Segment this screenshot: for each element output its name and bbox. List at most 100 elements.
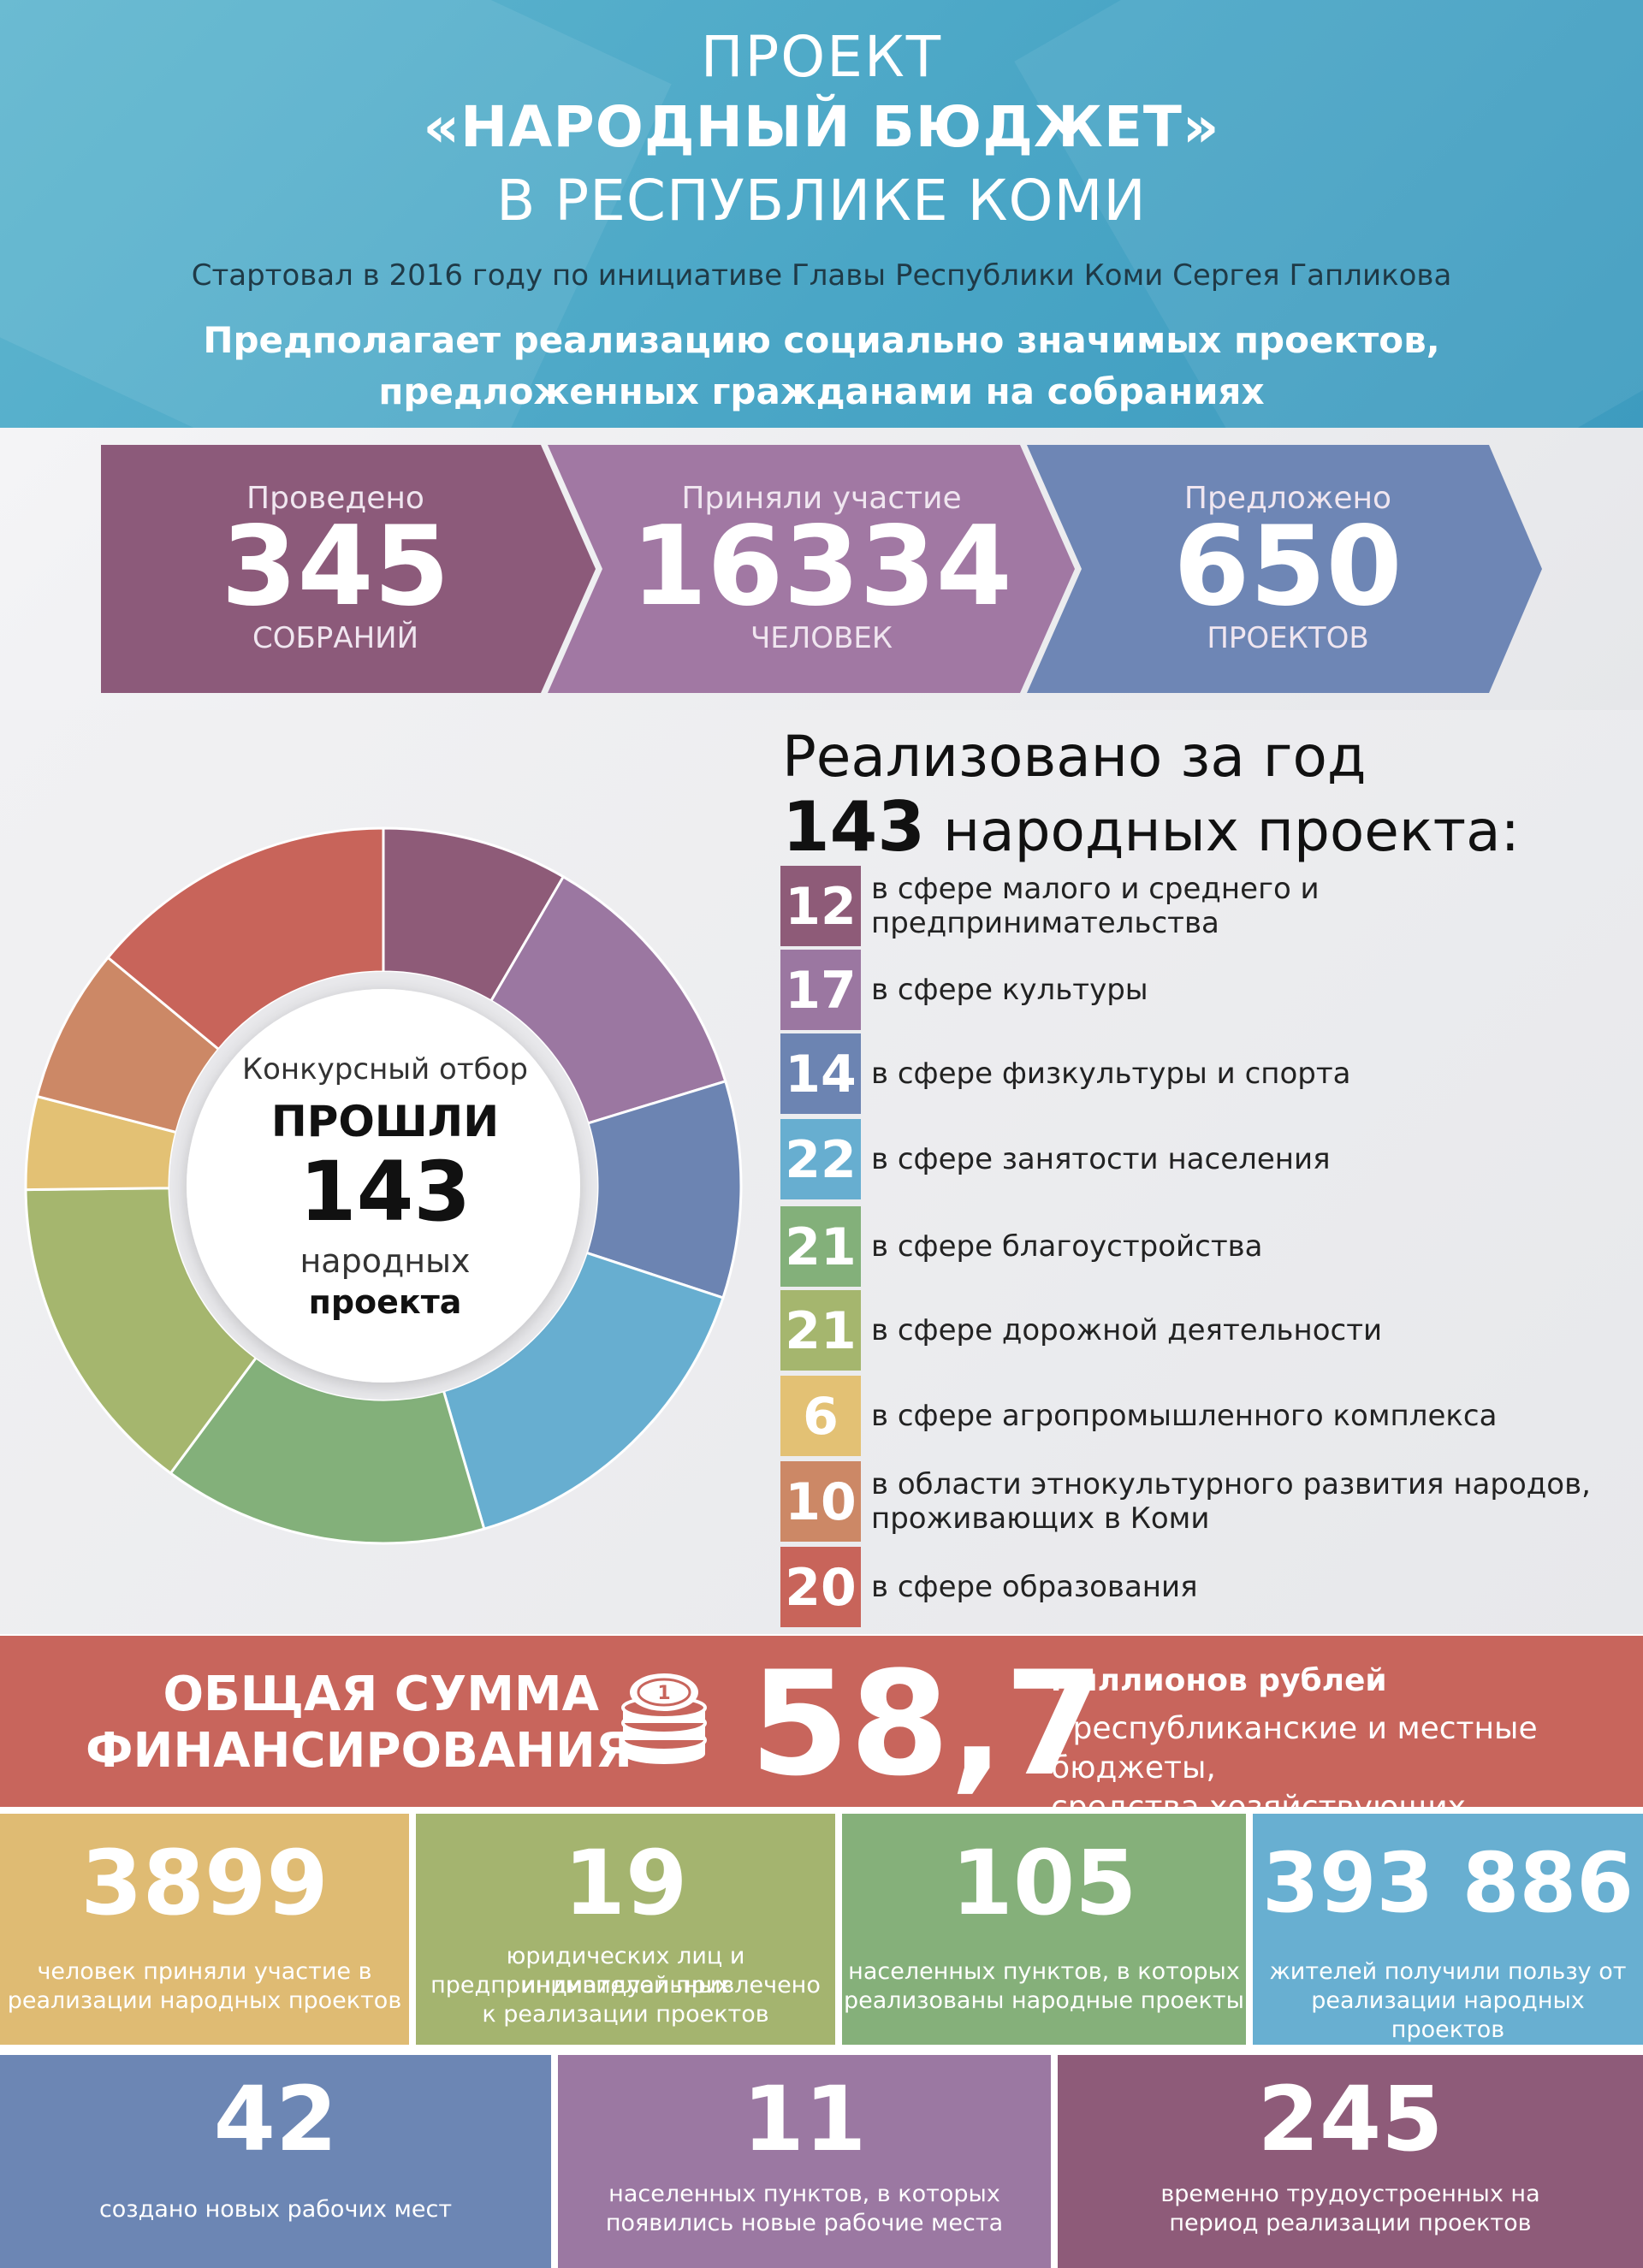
metric-desc-line-2: период реализации проектов [1169, 2210, 1532, 2236]
category-count: 10 [780, 1461, 861, 1542]
category-row: 21 в сфере дорожной деятельности [780, 1290, 1636, 1372]
category-row: 6 в сфере агропромышленного комплекса [780, 1376, 1636, 1458]
metric-tile-job-settlements: 11 населенных пунктов, в которых появили… [558, 2055, 1051, 2268]
metric-desc-line-2: реализации народных проектов [7, 1987, 402, 2014]
stat-label: Проведено [246, 481, 424, 516]
category-row: 22 в сфере занятости населения [780, 1119, 1636, 1201]
stat-participants: Приняли участие 16334 ЧЕЛОВЕК [599, 428, 1044, 710]
category-row: 14 в сфере физкультуры и спорта [780, 1033, 1636, 1116]
category-count: 17 [780, 950, 861, 1030]
category-label: в сфере благоустройства [871, 1229, 1263, 1264]
stat-unit: ПРОЕКТОВ [1207, 621, 1369, 655]
header-banner: ПРОЕКТ «НАРОДНЫЙ БЮДЖЕТ» В РЕСПУБЛИКЕ КО… [0, 0, 1643, 428]
title-line-3: В РЕСПУБЛИКЕ КОМИ [496, 168, 1147, 234]
funding-label-line-2: ФИНАНСИРОВАНИЯ [86, 1723, 632, 1779]
category-count: 21 [780, 1290, 861, 1371]
donut-chart [24, 826, 743, 1545]
metric-desc-line-1: создано новых рабочих мест [98, 2196, 453, 2223]
svg-text:1: 1 [657, 1683, 670, 1704]
metric-desc-line-2: появились новые рабочие места [605, 2210, 1004, 2236]
stat-arrow-participants [548, 445, 1075, 693]
realized-suffix: народных проекта: [942, 798, 1520, 864]
metric-desc-line-2: предпринимателей привлечено [430, 1972, 821, 1999]
stats-arrows [101, 445, 1542, 693]
start-info: Стартовал в 2016 году по инициативе Глав… [191, 258, 1452, 293]
category-label: в сфере малого и среднего и предпринимат… [871, 872, 1320, 940]
stat-unit: ЧЕЛОВЕК [750, 621, 893, 655]
category-label: в сфере физкультуры и спорта [871, 1057, 1351, 1091]
realized-number: 143 [782, 787, 925, 867]
purpose-line-1: Предполагает реализацию социально значим… [203, 319, 1440, 361]
metric-value: 42 [213, 2067, 338, 2171]
metric-tile-residents: 393 886 жителей получили пользу от реали… [1253, 1814, 1643, 2045]
stats-band: Проведено 345 СОБРАНИЙ Приняли участие 1… [0, 428, 1643, 710]
metric-tile-temporary-employed: 245 временно трудоустроенных на период р… [1058, 2055, 1643, 2268]
realized-title: Реализовано за год [782, 724, 1367, 790]
funding-unit: миллионов рублей [1051, 1663, 1387, 1698]
funding-label-line-1: ОБЩАЯ СУММА [163, 1667, 599, 1722]
category-count: 22 [780, 1119, 861, 1199]
realized-section: Конкурсный отбор ПРОШЛИ 143 народных про… [0, 710, 1643, 1634]
category-label: в сфере образования [871, 1570, 1198, 1604]
category-row: 21 в сфере благоустройства [780, 1206, 1636, 1288]
category-count: 6 [780, 1376, 861, 1456]
metric-value: 11 [742, 2067, 867, 2171]
category-label: в сфере занятости населения [871, 1142, 1331, 1176]
stat-projects: Предложено 650 ПРОЕКТОВ [1061, 428, 1515, 710]
category-label: в сфере агропромышленного комплекса [871, 1399, 1498, 1433]
metric-desc-line-1: юридических лиц и индивидуальных [506, 1943, 745, 1999]
category-label: в сфере культуры [871, 973, 1148, 1007]
metric-tile-participants: 3899 человек приняли участие в реализаци… [0, 1814, 409, 2045]
title-line-2: «НАРОДНЫЙ БЮДЖЕТ» [423, 94, 1220, 160]
realized-subtitle: 143 народных проекта: [782, 787, 1520, 867]
funding-label: ОБЩАЯ СУММА ФИНАНСИРОВАНИЯ [86, 1667, 632, 1779]
purpose-text: Предполагает реализацию социально значим… [0, 315, 1643, 417]
stat-label: Предложено [1183, 481, 1392, 516]
stat-value: 16334 [631, 503, 1012, 631]
center-total: 143 [299, 1144, 472, 1240]
title-line-1: ПРОЕКТ [700, 24, 943, 90]
coins-icon: 1 [621, 1673, 707, 1764]
category-count: 14 [780, 1033, 861, 1114]
purpose-line-2: предложенных гражданами на собраниях [378, 370, 1265, 412]
metric-desc-line-2: реализованы народные проекты [844, 1987, 1244, 2014]
category-row: 17 в сфере культуры [780, 950, 1636, 1032]
metric-desc-line-3: к реализации проектов [482, 2001, 769, 2028]
metric-tile-new-jobs: 42 создано новых рабочих мест [0, 2055, 551, 2268]
stat-unit: СОБРАНИЙ [252, 621, 419, 655]
metric-tile-legal-entities: 19 юридических лиц и индивидуальных пред… [416, 1814, 835, 2045]
category-count: 21 [780, 1206, 861, 1287]
metric-desc-line-2: реализации народных проектов [1311, 1987, 1585, 2043]
category-count: 20 [780, 1547, 861, 1627]
metric-desc-line-1: населенных пунктов, в которых [848, 1958, 1240, 1985]
metric-tile-settlements: 105 населенных пунктов, в которых реализ… [842, 1814, 1246, 2045]
center-caption: Конкурсный отбор [241, 1052, 529, 1087]
metric-value: 245 [1257, 2067, 1444, 2171]
category-label: в сфере дорожной деятельности [871, 1313, 1383, 1347]
funding-value: 58,7 [750, 1640, 1105, 1808]
stat-arrow-projects [1027, 445, 1542, 693]
funding-note-line-1: ( республиканские и местные бюджеты, [1051, 1711, 1538, 1785]
stat-value: 650 [1173, 503, 1403, 631]
stat-value: 345 [221, 503, 450, 631]
category-row: 10 в области этнокультурного развития на… [780, 1461, 1636, 1543]
donut-center-disc [187, 989, 580, 1383]
center-folk: народных [300, 1242, 471, 1280]
metric-value: 105 [951, 1831, 1137, 1935]
category-label: в области этнокультурного развития народ… [871, 1467, 1591, 1536]
stat-label: Приняли участие [681, 481, 962, 516]
category-row: 20 в сфере образования [780, 1547, 1636, 1629]
metric-value: 3899 [80, 1831, 329, 1935]
metric-desc-line-1: населенных пунктов, в которых [608, 2181, 1000, 2207]
stat-meetings: Проведено 345 СОБРАНИЙ [101, 428, 570, 710]
metric-value: 393 886 [1261, 1835, 1634, 1931]
center-projects: проекта [308, 1283, 462, 1321]
center-passed: ПРОШЛИ [270, 1097, 500, 1146]
metric-value: 19 [563, 1831, 688, 1935]
metric-desc-line-1: временно трудоустроенных на [1160, 2181, 1540, 2207]
metric-desc-line-1: человек приняли участие в [37, 1958, 372, 1985]
funding-banner: ОБЩАЯ СУММА ФИНАНСИРОВАНИЯ 1 58,7 миллио… [0, 1636, 1643, 1864]
category-count: 12 [780, 866, 861, 946]
stat-arrow-meetings [101, 445, 596, 693]
metric-desc-line-1: жителей получили пользу от [1269, 1958, 1627, 1985]
